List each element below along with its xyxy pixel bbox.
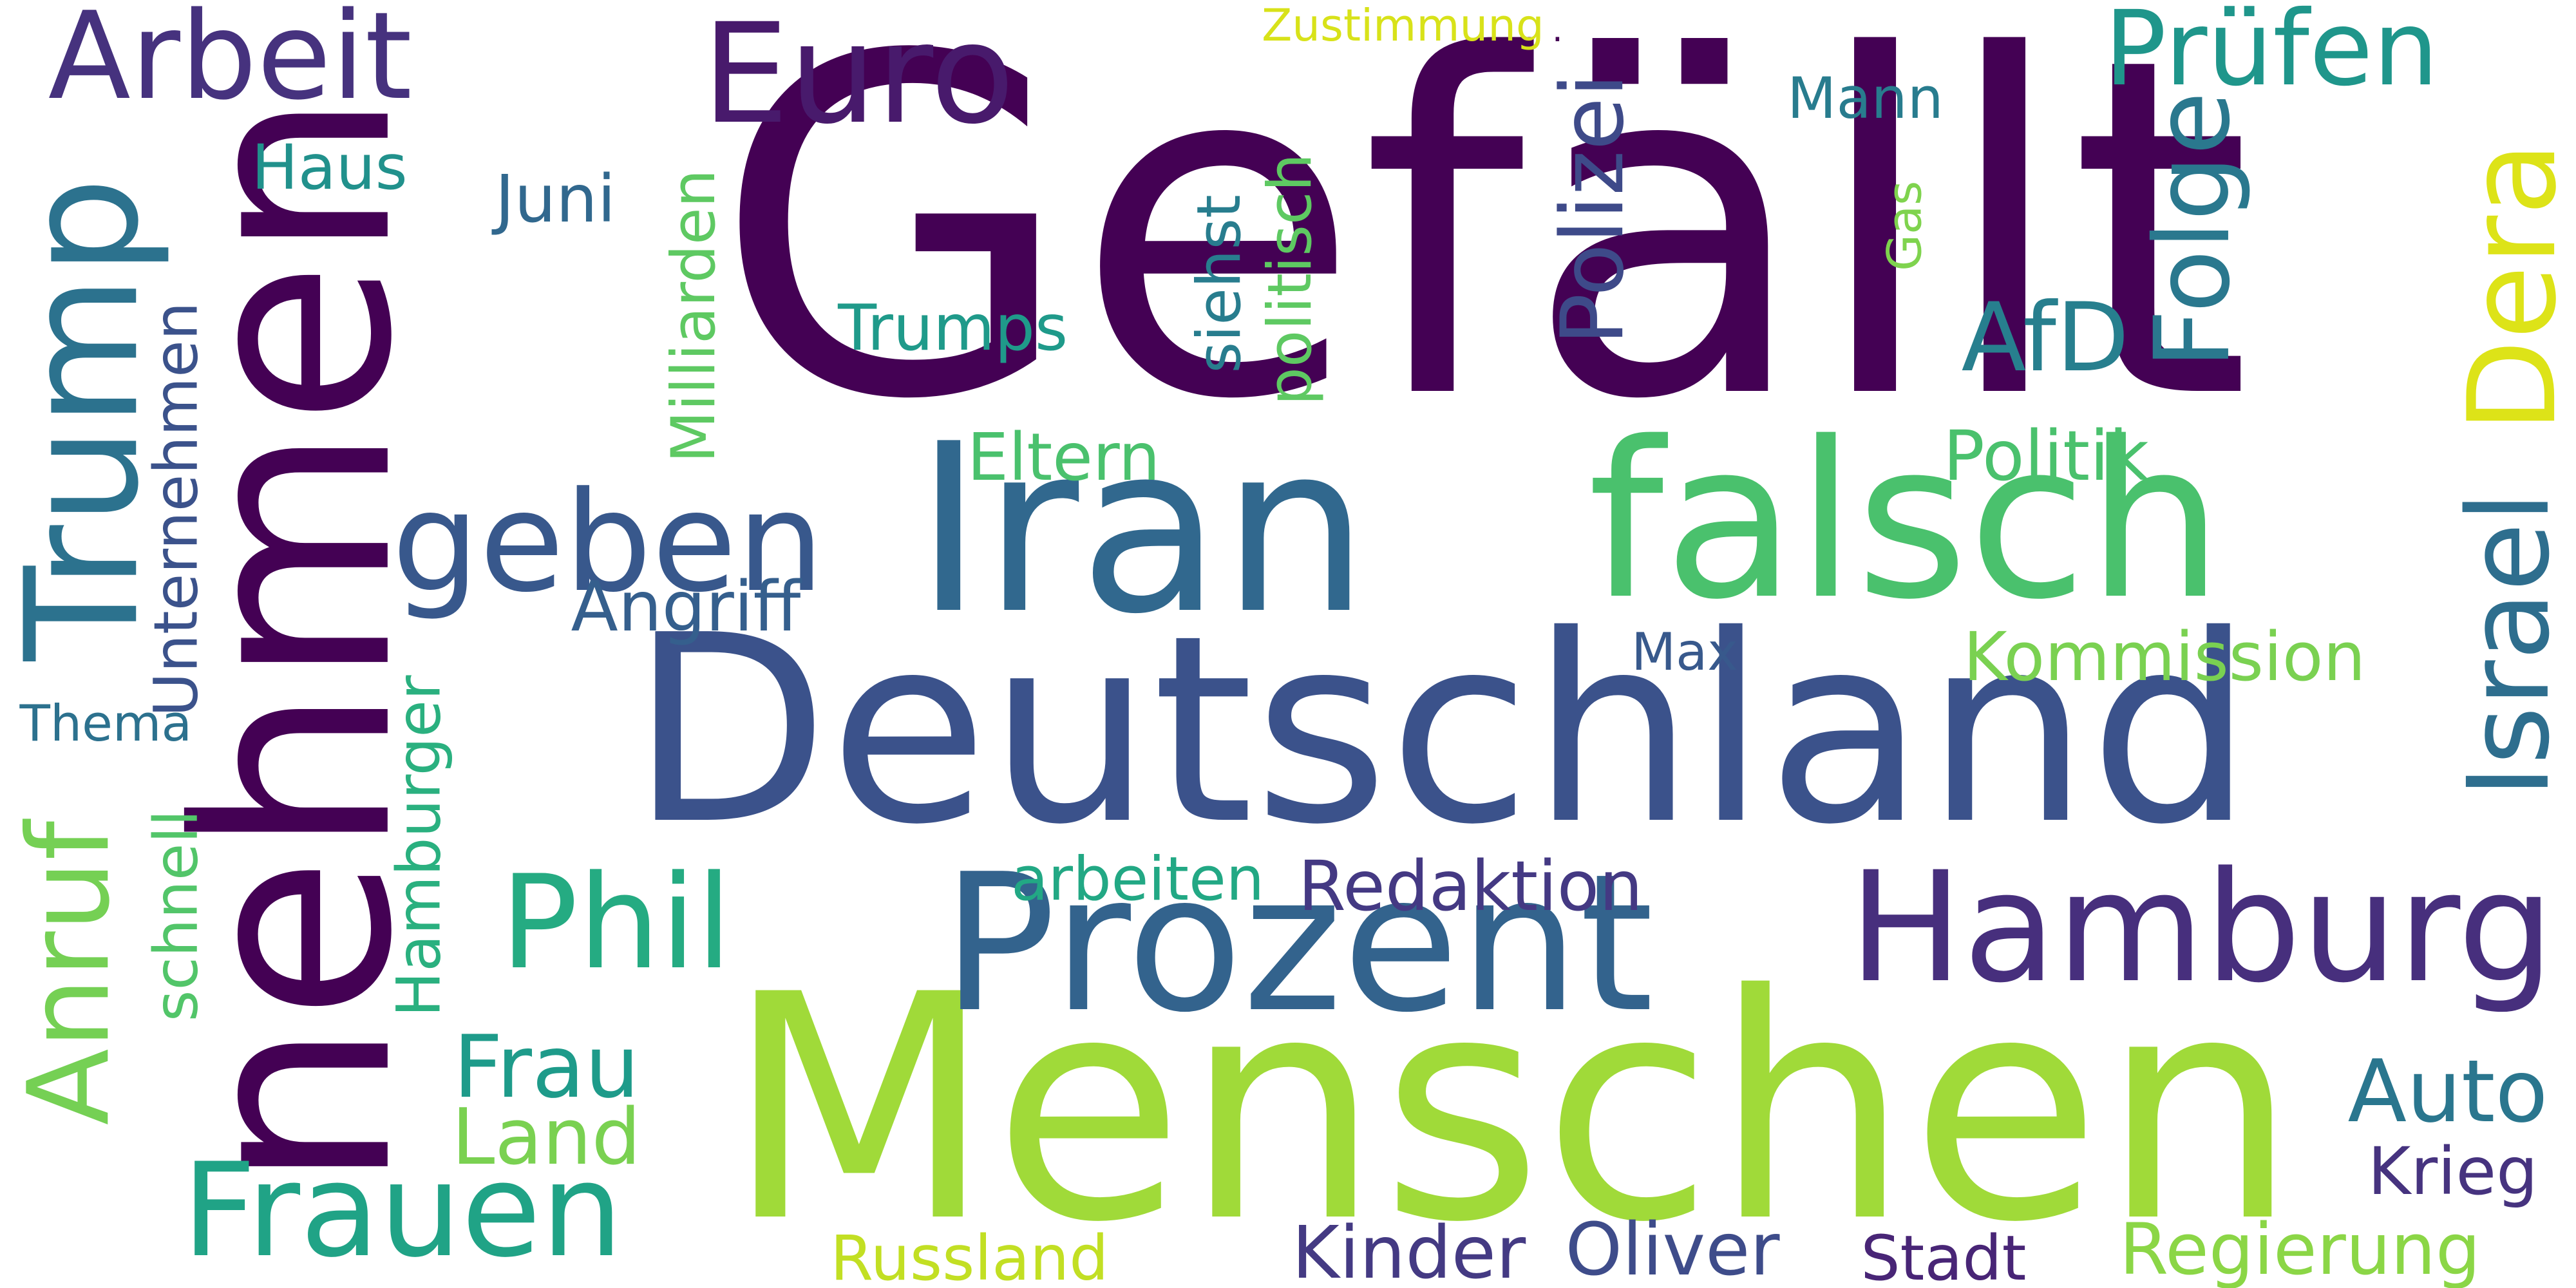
word-politik: Politik [1943, 416, 2149, 497]
word-hamburger: Hamburger [384, 675, 455, 1018]
word-euro: Euro [701, 0, 1015, 155]
word-kinder: Kinder [1292, 1210, 1526, 1288]
word-milliarden: Milliarden [658, 169, 729, 463]
word-oliver: Oliver [1565, 1207, 1780, 1288]
word-russland: Russland [830, 1222, 1109, 1288]
word-arbeit: Arbeit [48, 0, 412, 128]
word-geben: geben [392, 461, 824, 623]
word-phil: Phil [500, 848, 732, 999]
word-pruefen: Prüfen [2104, 0, 2439, 109]
word-prozent: Prozent [942, 834, 1654, 1055]
word-auto: Auto [2347, 1041, 2548, 1142]
word-angriff: Angriff [571, 567, 801, 648]
word-land: Land [451, 1092, 641, 1183]
word-hamburg: Hamburg [1848, 839, 2555, 1017]
word-iran: Iran [914, 393, 1370, 665]
word-falsch: falsch [1587, 395, 2224, 647]
word-dera: Dera [2443, 142, 2576, 433]
word-unternehmen: Unternehmen [141, 301, 212, 717]
word-kommission: Kommission [1963, 618, 2366, 697]
word-gas: Gas [1877, 180, 1933, 272]
word-mann: Mann [1787, 65, 1944, 132]
word-siehst: siehst [1184, 194, 1255, 374]
word-dot: . [1551, 8, 1563, 50]
word-folge: Folge [2132, 91, 2253, 369]
word-thema: Thema [19, 695, 193, 753]
word-trumps: Trumps [838, 292, 1068, 366]
word-frau: Frau [453, 1017, 639, 1118]
word-zustimmung: Zustimmung [1262, 0, 1544, 52]
word-frauen: Frauen [182, 1135, 623, 1286]
word-regierung: Regierung [2119, 1208, 2481, 1288]
word-stadt: Stadt [1861, 1222, 2027, 1288]
word-anruf: Anruf [4, 821, 135, 1126]
word-arbeiten: arbeiten [1011, 844, 1265, 915]
word-menschen: Menschen [724, 927, 2298, 1288]
word-gefaellt: Gefällt [713, 0, 2252, 501]
word-politisch: politisch [1255, 153, 1325, 406]
word-deutschland: Deutschland [630, 580, 2254, 882]
word-schnell: schnell [141, 810, 212, 1022]
word-eltern: Eltern [967, 419, 1160, 496]
word-juni: Juni [495, 162, 616, 238]
word-max: Max [1631, 621, 1738, 682]
word-trump: Trump [0, 176, 173, 661]
word-polizei: Polizei [1542, 73, 1643, 346]
word-krieg: Krieg [2367, 1134, 2538, 1211]
word-afd: AfD [1961, 281, 2130, 393]
word-israel: Israel [2443, 491, 2575, 799]
word-redaktion: Redaktion [1298, 847, 1643, 927]
word-haus: Haus [251, 131, 408, 204]
